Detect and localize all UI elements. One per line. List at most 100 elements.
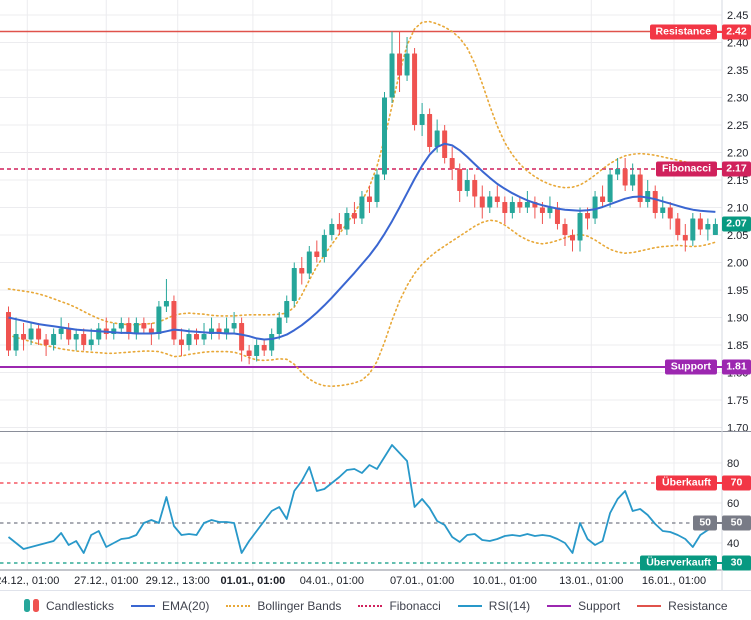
rsi-tick-label: 70 — [727, 478, 739, 490]
legend-item-fibonacci[interactable]: Fibonacci — [358, 598, 441, 613]
rsi-tick-label: 30 — [727, 558, 739, 570]
bollinger-upper-band — [7, 20, 717, 326]
time-tick-label: 13.01., 01:00 — [559, 575, 623, 587]
candle-body — [517, 202, 523, 208]
candle-body — [163, 301, 169, 307]
legend-label-bollinger: Bollinger Bands — [257, 598, 342, 613]
time-tick-label: 04.01., 01:00 — [300, 575, 364, 587]
price-tick-label: 2.10 — [727, 203, 748, 215]
price-tick-label: 2.30 — [727, 93, 748, 105]
axis-labels: 2.45 2.40 2.35 2.30 2.25 2.20 2.15 2.10 2.05 2.00… — [0, 10, 748, 587]
candle-body — [88, 339, 94, 345]
legend-label-support: Support — [578, 598, 621, 613]
candle-body — [366, 196, 372, 202]
candle-body — [382, 97, 387, 175]
time-tick-label: 07.01., 01:00 — [390, 575, 454, 587]
candle-body — [126, 323, 132, 334]
legend-item-support[interactable]: Support — [547, 599, 620, 613]
candle-body — [66, 328, 72, 340]
candle-body — [419, 114, 425, 125]
candle-body — [269, 334, 275, 351]
candle-body — [502, 202, 508, 213]
candle-body — [615, 169, 621, 175]
candle-body — [479, 196, 485, 208]
legend-item-bollinger[interactable]: Bollinger Bands — [226, 599, 341, 613]
legend-label-candlesticks: Candlesticks — [46, 598, 115, 613]
candle-body — [374, 174, 380, 202]
candle-body — [201, 334, 207, 340]
candle-body — [13, 334, 19, 351]
candle-body — [607, 174, 613, 202]
support-line-swatch-icon — [547, 604, 572, 607]
candle-body — [682, 235, 688, 241]
candle-body — [539, 207, 545, 213]
price-tick-label: 1.90 — [727, 313, 748, 325]
candle-body — [21, 334, 27, 340]
time-tick-label: 29.12., 13:00 — [146, 575, 210, 587]
legend-item-rsi[interactable]: RSI(14) — [457, 598, 531, 613]
candle-body — [705, 224, 711, 230]
rsi-tick-label: 60 — [727, 498, 739, 510]
price-tick-label: 2.05 — [727, 230, 748, 242]
candle-body — [697, 218, 703, 230]
price-tick-label: 1.70 — [727, 423, 748, 435]
candle-body — [630, 174, 636, 186]
candle-body — [254, 345, 260, 356]
candle-body — [141, 323, 147, 329]
candle-body — [276, 317, 282, 334]
candle-body — [73, 334, 79, 340]
rsi-tick-label: 50 — [727, 518, 739, 530]
price-tick-label: 1.80 — [727, 368, 748, 380]
candle-body — [186, 334, 192, 345]
legend-item-resistance[interactable]: Resistance — [637, 598, 728, 613]
time-tick-label: 27.12., 01:00 — [74, 575, 138, 587]
candle-body — [36, 328, 42, 340]
candle-body — [472, 180, 478, 197]
ema-line-swatch-icon — [131, 604, 156, 607]
candle-body — [592, 196, 598, 219]
candle-body — [81, 334, 87, 345]
legend-item-candlesticks[interactable]: Candlesticks — [24, 599, 114, 613]
candle-body — [570, 235, 575, 241]
candle-body — [284, 301, 290, 318]
legend-label-fibonacci: Fibonacci — [389, 598, 441, 613]
candle-body — [637, 174, 643, 202]
price-tick-label: 2.25 — [727, 120, 748, 132]
time-tick-label: 24.12., 01:00 — [0, 575, 59, 587]
candle-body — [494, 196, 500, 202]
candle-body — [118, 323, 124, 329]
candle-body — [359, 196, 365, 219]
time-tick-label: 01.01., 01:00 — [220, 575, 285, 587]
price-tick-label: 2.45 — [727, 10, 748, 22]
candle-body — [690, 218, 696, 241]
candle-body — [427, 114, 433, 147]
candle-body — [645, 191, 651, 202]
candle-body — [585, 213, 591, 219]
price-tick-label: 2.20 — [727, 148, 748, 160]
candle-body — [577, 213, 583, 241]
candle-body — [156, 306, 162, 334]
candle-body — [351, 213, 357, 219]
candle-body — [449, 158, 455, 169]
legend-label-rsi: RSI(14) — [488, 598, 531, 613]
candle-body — [171, 301, 177, 340]
bollinger-lower-band — [7, 219, 717, 388]
time-tick-label: 10.01., 01:00 — [473, 575, 537, 587]
candle-body — [660, 207, 666, 213]
candle-body — [58, 328, 64, 334]
time-tick-label: 16.01., 01:00 — [642, 575, 706, 587]
candle-body — [675, 218, 681, 235]
legend-item-ema[interactable]: EMA(20) — [131, 599, 209, 613]
candle-body — [524, 202, 530, 208]
candle-body — [434, 130, 440, 147]
candle-body — [457, 169, 463, 191]
rsi-tick-label: 40 — [727, 538, 739, 550]
chart-canvas[interactable]: 2.45 2.40 2.35 2.30 2.25 2.20 2.15 2.10 2.05 2.00… — [0, 0, 751, 590]
legend-label-resistance: Resistance — [668, 598, 728, 613]
price-tick-label: 1.95 — [727, 285, 748, 297]
candle-body — [6, 312, 11, 351]
candle-body — [412, 53, 418, 125]
ema-line — [8, 142, 716, 341]
chart-grid — [0, 0, 722, 570]
